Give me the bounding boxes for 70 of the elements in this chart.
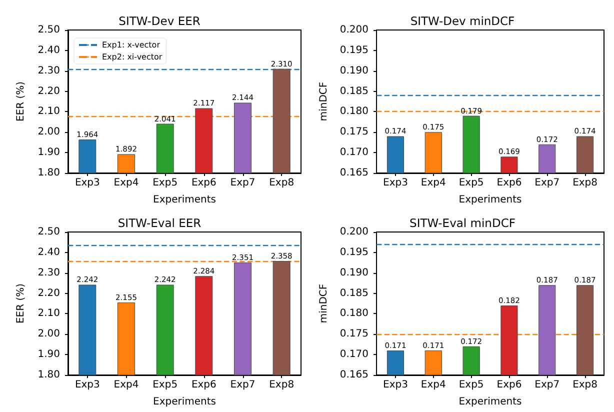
x-tick-label: Exp6 bbox=[191, 380, 216, 390]
y-tick-label: 2.20 bbox=[38, 86, 60, 97]
y-axis-title: EER (%) bbox=[16, 283, 26, 324]
legend-label: Exp1: x-vector bbox=[102, 40, 161, 50]
x-tick-label: Exp3 bbox=[383, 178, 408, 188]
y-tick-label: 2.40 bbox=[38, 246, 60, 258]
y-tick-label: 2.00 bbox=[38, 126, 60, 138]
y-tick-label: 2.50 bbox=[38, 226, 60, 238]
chart-title: SITW-Dev EER bbox=[118, 14, 200, 28]
y-tick-label: 0.165 bbox=[340, 370, 369, 380]
y-tick-label: 2.30 bbox=[38, 65, 60, 76]
x-tick-label: Exp8 bbox=[269, 178, 294, 188]
legend-label: Exp2: xi-vector bbox=[102, 52, 163, 62]
y-tick-label: 2.40 bbox=[38, 44, 60, 56]
y-tick-label: 0.200 bbox=[340, 24, 369, 36]
x-tick-label: Exp5 bbox=[458, 178, 484, 188]
x-axis-title: Experiments bbox=[153, 396, 216, 408]
y-tick-label: 0.175 bbox=[340, 126, 369, 138]
y-tick-label: 0.180 bbox=[340, 308, 369, 320]
x-tick-label: Exp3 bbox=[74, 178, 100, 188]
y-tick-label: 1.80 bbox=[38, 370, 60, 380]
y-tick-label: 2.20 bbox=[38, 288, 60, 299]
x-tick-label: Exp8 bbox=[269, 380, 294, 390]
y-tick-label: 1.80 bbox=[38, 168, 60, 178]
y-tick-label: 0.180 bbox=[340, 106, 369, 118]
x-tick-label: Exp4 bbox=[420, 178, 446, 188]
y-tick-label: 2.10 bbox=[38, 106, 60, 118]
chart-title: SITW-Eval minDCF bbox=[410, 216, 516, 230]
y-tick-label: 0.175 bbox=[340, 328, 369, 340]
x-tick-label: Exp4 bbox=[114, 178, 139, 188]
y-tick-label: 0.200 bbox=[340, 226, 369, 238]
x-tick-label: Exp6 bbox=[496, 178, 522, 188]
y-tick-label: 2.50 bbox=[38, 24, 60, 36]
y-tick-label: 1.90 bbox=[38, 349, 60, 360]
x-tick-label: Exp5 bbox=[152, 178, 178, 188]
x-tick-label: Exp7 bbox=[230, 380, 256, 390]
y-tick-label: 0.170 bbox=[340, 349, 369, 360]
x-tick-label: Exp7 bbox=[534, 178, 560, 188]
x-tick-label: Exp4 bbox=[114, 380, 139, 390]
chart-title: SITW-Dev minDCF bbox=[410, 14, 515, 28]
x-tick-label: Exp6 bbox=[496, 380, 522, 390]
x-tick-label: Exp6 bbox=[191, 178, 216, 188]
y-tick-label: 0.195 bbox=[340, 246, 369, 258]
y-axis-title: minDCF bbox=[318, 82, 330, 122]
x-tick-label: Exp5 bbox=[458, 380, 484, 390]
y-axis-title: minDCF bbox=[318, 284, 330, 324]
chart-title: SITW-Eval EER bbox=[118, 216, 202, 230]
x-axis-title: Experiments bbox=[458, 194, 522, 206]
x-tick-label: Exp4 bbox=[420, 380, 446, 390]
x-tick-label: Exp3 bbox=[383, 380, 408, 390]
y-tick-label: 2.00 bbox=[38, 328, 60, 340]
y-tick-label: 0.190 bbox=[340, 267, 369, 278]
x-axis-title: Experiments bbox=[458, 396, 522, 408]
x-tick-label: Exp7 bbox=[230, 178, 256, 188]
x-tick-label: Exp5 bbox=[152, 380, 178, 390]
x-tick-label: Exp8 bbox=[572, 380, 598, 390]
y-tick-label: 0.170 bbox=[340, 147, 369, 158]
y-tick-label: 1.90 bbox=[38, 147, 60, 158]
x-tick-label: Exp3 bbox=[74, 380, 100, 390]
x-axis-title: Experiments bbox=[153, 194, 216, 206]
y-tick-label: 2.10 bbox=[38, 308, 60, 320]
y-axis-title: EER (%) bbox=[16, 81, 26, 122]
y-tick-label: 0.190 bbox=[340, 65, 369, 76]
y-tick-label: 0.185 bbox=[340, 288, 369, 299]
x-tick-label: Exp7 bbox=[534, 380, 560, 390]
y-tick-label: 0.185 bbox=[340, 86, 369, 97]
x-tick-label: Exp8 bbox=[572, 178, 598, 188]
y-tick-label: 0.165 bbox=[340, 168, 369, 178]
y-tick-label: 2.30 bbox=[38, 267, 60, 278]
y-tick-label: 0.195 bbox=[340, 44, 369, 56]
